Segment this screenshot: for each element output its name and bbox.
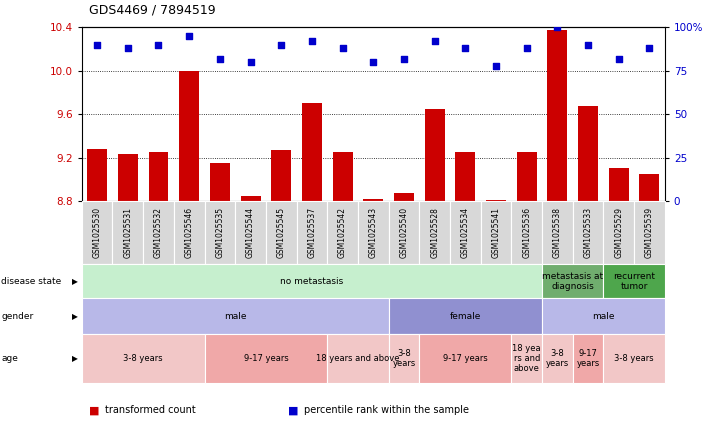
- Text: 9-17 years: 9-17 years: [443, 354, 488, 363]
- Bar: [424, 109, 444, 201]
- Point: [398, 55, 410, 62]
- Text: no metastasis: no metastasis: [280, 277, 343, 286]
- Text: ▶: ▶: [73, 354, 78, 363]
- Text: GSM1025542: GSM1025542: [338, 207, 347, 258]
- Text: GSM1025536: GSM1025536: [522, 207, 531, 258]
- Bar: [609, 168, 629, 201]
- Text: ▶: ▶: [73, 312, 78, 321]
- Point: [459, 45, 471, 52]
- Text: GSM1025528: GSM1025528: [430, 207, 439, 258]
- Point: [214, 55, 225, 62]
- Bar: [87, 149, 107, 201]
- Text: GSM1025537: GSM1025537: [307, 207, 316, 258]
- Text: 3-8 years: 3-8 years: [614, 354, 654, 363]
- Text: GSM1025531: GSM1025531: [123, 207, 132, 258]
- Bar: [179, 71, 199, 201]
- Point: [582, 41, 594, 48]
- Point: [643, 45, 655, 52]
- Text: 9-17 years: 9-17 years: [243, 354, 288, 363]
- Bar: [486, 200, 506, 201]
- Bar: [547, 30, 567, 201]
- Text: GSM1025535: GSM1025535: [215, 207, 225, 258]
- Bar: [210, 163, 230, 201]
- Text: GSM1025534: GSM1025534: [461, 207, 470, 258]
- Text: 9-17
years: 9-17 years: [577, 349, 599, 368]
- Bar: [455, 152, 476, 201]
- Text: recurrent
tumor: recurrent tumor: [613, 272, 655, 291]
- Text: GSM1025540: GSM1025540: [400, 207, 408, 258]
- Text: GSM1025530: GSM1025530: [92, 207, 102, 258]
- Text: transformed count: transformed count: [105, 405, 196, 415]
- Point: [337, 45, 348, 52]
- Text: GSM1025532: GSM1025532: [154, 207, 163, 258]
- Point: [306, 38, 318, 45]
- Point: [276, 41, 287, 48]
- Point: [521, 45, 533, 52]
- Bar: [149, 152, 169, 201]
- Bar: [517, 152, 537, 201]
- Bar: [639, 174, 659, 201]
- Point: [245, 59, 256, 66]
- Point: [429, 38, 440, 45]
- Text: GSM1025545: GSM1025545: [277, 207, 286, 258]
- Text: 3-8
years: 3-8 years: [392, 349, 416, 368]
- Text: disease state: disease state: [1, 277, 62, 286]
- Text: 3-8 years: 3-8 years: [123, 354, 163, 363]
- Text: gender: gender: [1, 312, 33, 321]
- Text: 18 yea
rs and
above: 18 yea rs and above: [513, 343, 541, 374]
- Text: GSM1025533: GSM1025533: [584, 207, 592, 258]
- Point: [368, 59, 379, 66]
- Text: GSM1025544: GSM1025544: [246, 207, 255, 258]
- Text: metastasis at
diagnosis: metastasis at diagnosis: [542, 272, 604, 291]
- Text: 3-8
years: 3-8 years: [546, 349, 569, 368]
- Text: percentile rank within the sample: percentile rank within the sample: [304, 405, 469, 415]
- Point: [153, 41, 164, 48]
- Text: GSM1025543: GSM1025543: [369, 207, 378, 258]
- Bar: [333, 152, 353, 201]
- Bar: [240, 195, 260, 201]
- Text: male: male: [592, 312, 615, 321]
- Bar: [272, 150, 292, 201]
- Point: [183, 33, 195, 40]
- Text: GSM1025546: GSM1025546: [185, 207, 193, 258]
- Text: ▶: ▶: [73, 277, 78, 286]
- Text: female: female: [449, 312, 481, 321]
- Text: GSM1025529: GSM1025529: [614, 207, 624, 258]
- Text: age: age: [1, 354, 18, 363]
- Bar: [578, 106, 598, 201]
- Text: GSM1025541: GSM1025541: [491, 207, 501, 258]
- Point: [122, 45, 134, 52]
- Point: [491, 62, 502, 69]
- Text: 18 years and above: 18 years and above: [316, 354, 400, 363]
- Point: [613, 55, 624, 62]
- Text: GSM1025539: GSM1025539: [645, 207, 654, 258]
- Bar: [394, 193, 414, 201]
- Text: ■: ■: [89, 405, 100, 415]
- Bar: [302, 103, 322, 201]
- Point: [552, 24, 563, 31]
- Text: ■: ■: [288, 405, 299, 415]
- Bar: [363, 199, 383, 201]
- Bar: [118, 154, 138, 201]
- Text: GDS4469 / 7894519: GDS4469 / 7894519: [89, 4, 215, 17]
- Point: [92, 41, 103, 48]
- Text: GSM1025538: GSM1025538: [553, 207, 562, 258]
- Text: male: male: [224, 312, 247, 321]
